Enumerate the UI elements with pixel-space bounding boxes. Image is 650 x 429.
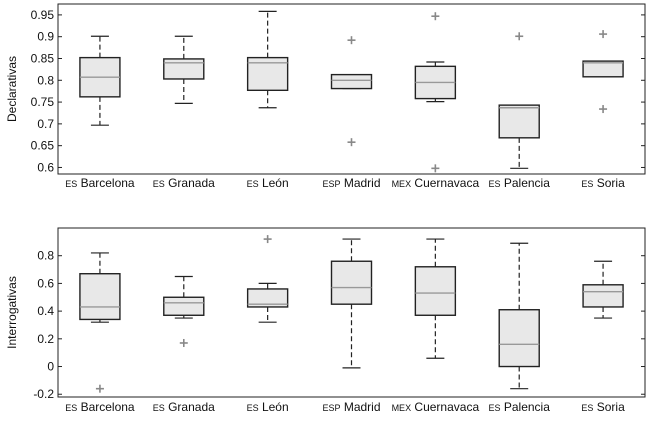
box-body (330, 73, 373, 90)
x-tick-label: ES Soria (581, 400, 625, 414)
box-body (246, 288, 289, 308)
x-tick-prefix: ESP (322, 403, 340, 413)
y-tick-label: 0.6 (37, 276, 54, 290)
x-tick-label: ES Palencia (489, 176, 551, 190)
box-body (163, 58, 205, 80)
y-tick-label: 0.85 (31, 51, 55, 65)
box-body (79, 273, 121, 321)
box-madrid (330, 238, 373, 369)
x-tick-prefix: ES (65, 403, 77, 413)
box-body (414, 266, 457, 316)
y-tick-label: 0.4 (37, 304, 54, 318)
y-tick-label: 0.8 (37, 73, 54, 87)
x-tick-name: Granada (165, 400, 215, 414)
outlier-marker (515, 32, 524, 41)
y-tick-label: 0.6 (37, 160, 54, 174)
box-body (163, 296, 205, 316)
box-barcelona (79, 35, 121, 126)
x-tick-name: León (259, 400, 289, 414)
y-axis-label: Declarativas (5, 56, 19, 122)
box-soria (582, 260, 624, 319)
outlier-marker (347, 36, 356, 45)
y-tick-label: 0.8 (37, 249, 54, 263)
box-granada (163, 35, 205, 104)
y-tick-label: 0 (47, 360, 54, 374)
x-tick-name: Madrid (341, 176, 381, 190)
box-palencia (498, 32, 540, 169)
x-tick-name: Soria (593, 176, 625, 190)
y-tick-label: 0.95 (31, 8, 55, 22)
x-tick-prefix: ES (153, 179, 165, 189)
x-tick-prefix: ES (153, 403, 165, 413)
x-tick-name: Cuernavaca (411, 176, 479, 190)
outlier-marker (431, 164, 440, 173)
outlier-marker (179, 338, 188, 347)
x-tick-label: ES Soria (581, 176, 625, 190)
outlier-marker (263, 235, 272, 244)
x-tick-label: ES León (247, 400, 289, 414)
box-body (582, 60, 624, 78)
box-león (246, 10, 289, 109)
x-tick-label: ES León (247, 176, 289, 190)
x-tick-name: Barcelona (77, 176, 135, 190)
plot-frame (57, 3, 646, 175)
x-tick-name: Cuernavaca (411, 400, 479, 414)
box-cuernavaca (414, 238, 457, 359)
chart-panel-2: -0.2 0 0.2 0.4 0.6 0.8 Interrogativas ES Barcel… (5, 227, 646, 414)
box-soria (582, 30, 624, 114)
chart-panel-1: 0.6 0.65 0.7 0.75 0.8 0.85 0.9 0.95 Declarativas… (5, 3, 646, 190)
outlier-marker (599, 105, 608, 114)
outlier-marker (95, 384, 104, 393)
x-tick-label: ESP Madrid (322, 400, 380, 414)
box-cuernavaca (414, 12, 457, 173)
box-barcelona (79, 252, 121, 393)
x-tick-name: Madrid (341, 400, 381, 414)
y-tick-label: -0.2 (33, 387, 54, 401)
x-tick-prefix: MEX (392, 179, 412, 189)
y-axis-label: Interrogativas (5, 276, 19, 349)
outlier-marker (599, 30, 608, 39)
x-tick-label: ES Granada (153, 176, 215, 190)
x-tick-prefix: ES (247, 179, 259, 189)
x-tick-label: ES Barcelona (65, 400, 135, 414)
box-body (330, 260, 373, 305)
y-tick-label: 0.9 (37, 30, 54, 44)
x-tick-label: ES Barcelona (65, 176, 135, 190)
x-tick-label: ESP Madrid (322, 176, 380, 190)
x-tick-label: MEX Cuernavaca (392, 176, 480, 190)
y-tick-label: 0.75 (31, 95, 55, 109)
x-tick-prefix: ES (489, 179, 501, 189)
plot-frame (57, 227, 646, 398)
box-palencia (498, 242, 540, 390)
y-tick-label: 0.65 (31, 139, 55, 153)
x-tick-prefix: ES (65, 179, 77, 189)
x-tick-prefix: ESP (322, 179, 340, 189)
box-body (582, 284, 624, 308)
y-tick-label: 0.2 (37, 332, 54, 346)
box-body (498, 104, 540, 139)
x-tick-name: Granada (165, 176, 215, 190)
x-tick-prefix: ES (581, 179, 593, 189)
y-tick-label: 0.7 (37, 117, 54, 131)
x-tick-name: Barcelona (77, 400, 135, 414)
x-tick-prefix: ES (581, 403, 593, 413)
x-tick-name: Soria (593, 400, 625, 414)
x-tick-prefix: ES (489, 403, 501, 413)
x-tick-name: Palencia (501, 400, 551, 414)
x-tick-label: ES Palencia (489, 400, 551, 414)
box-madrid (330, 36, 373, 147)
x-tick-label: ES Granada (153, 400, 215, 414)
outlier-marker (347, 138, 356, 147)
x-tick-name: Palencia (501, 176, 551, 190)
x-tick-prefix: ES (247, 403, 259, 413)
box-granada (163, 275, 205, 347)
outlier-marker (431, 12, 440, 21)
box-león (246, 235, 289, 323)
x-tick-name: León (259, 176, 289, 190)
x-tick-prefix: MEX (392, 403, 412, 413)
x-tick-label: MEX Cuernavaca (392, 400, 480, 414)
box-body (498, 309, 540, 368)
